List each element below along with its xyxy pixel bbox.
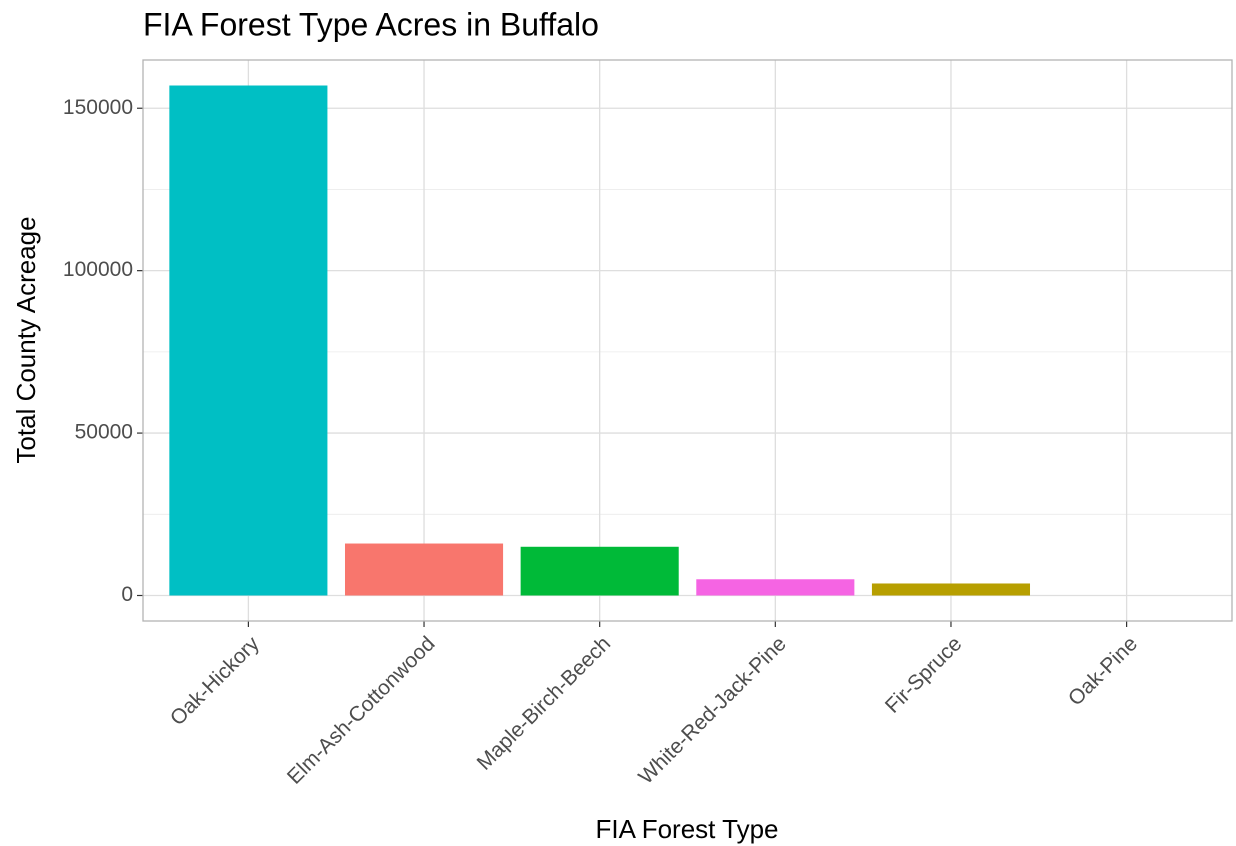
bar bbox=[871, 583, 1031, 596]
chart-title: FIA Forest Type Acres in Buffalo bbox=[143, 6, 599, 42]
bar bbox=[169, 85, 328, 596]
y-tick-label: 0 bbox=[121, 583, 133, 606]
x-tick-label: Oak-Hickory bbox=[166, 632, 264, 730]
bar bbox=[696, 579, 855, 596]
x-tick-label: White-Red-Jack-Pine bbox=[634, 632, 791, 789]
panel-border bbox=[142, 59, 1233, 622]
y-tick-label: 100000 bbox=[63, 258, 133, 281]
x-tick-label: Fir-Spruce bbox=[881, 632, 967, 718]
x-tick-label: Maple-Birch-Beech bbox=[473, 632, 616, 775]
x-tick-label: Elm-Ash-Cottonwood bbox=[283, 632, 440, 789]
x-axis-title: FIA Forest Type bbox=[595, 814, 778, 844]
y-axis-title: Total County Acreage bbox=[11, 216, 41, 463]
y-tick-label: 50000 bbox=[75, 421, 133, 444]
bar bbox=[344, 543, 504, 596]
bar bbox=[520, 546, 679, 596]
x-tick-label: Oak-Pine bbox=[1064, 632, 1142, 710]
y-tick-label: 150000 bbox=[63, 96, 133, 119]
